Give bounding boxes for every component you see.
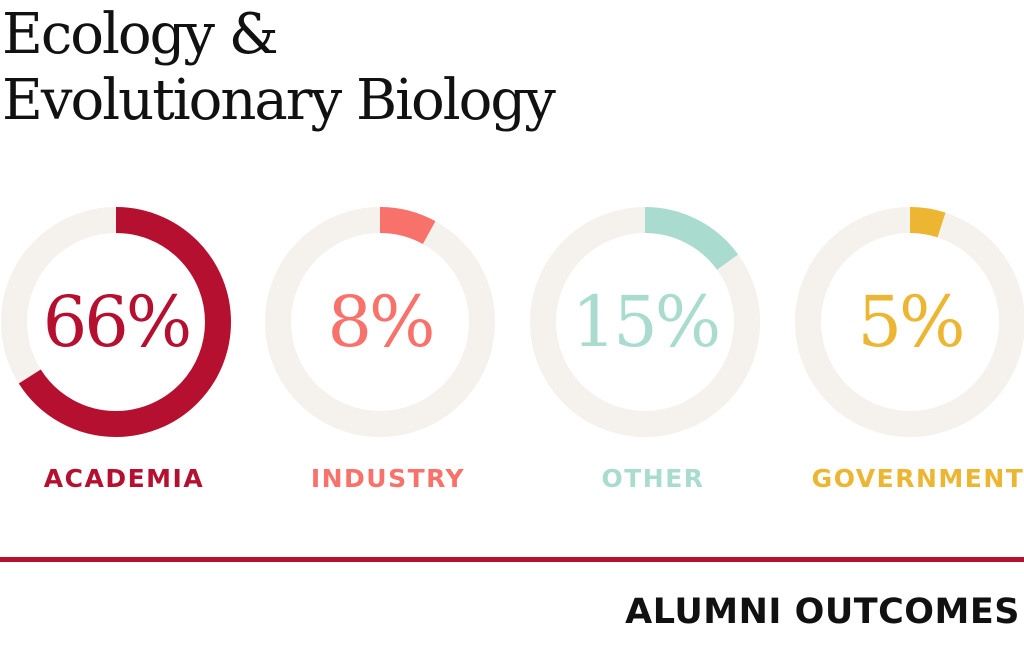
donut-arc-government <box>795 207 1024 437</box>
value-label-industry: 8% <box>327 281 432 363</box>
footer-label: ALUMNI OUTCOMES <box>625 592 1020 632</box>
value-label-other: 15% <box>572 281 719 363</box>
title-line-2: Evolutionary Biology <box>2 68 556 133</box>
divider-line <box>0 557 1024 562</box>
title-line-1: Ecology & <box>2 2 279 67</box>
category-label-government: GOVERNMENT <box>812 464 1024 493</box>
donut-other: 15% OTHER <box>530 207 760 493</box>
donut-arc-academia <box>1 207 231 437</box>
donut-government: 5% GOVERNMENT <box>795 207 1024 493</box>
value-label-academia: 66% <box>43 281 190 363</box>
category-label-academia: ACADEMIA <box>44 464 204 493</box>
page-title: Ecology & Evolutionary Biology <box>2 2 556 134</box>
category-label-industry: INDUSTRY <box>311 464 465 493</box>
category-label-other: OTHER <box>601 464 704 493</box>
donut-academia: 66% ACADEMIA <box>1 207 231 493</box>
donut-arc-industry <box>265 207 495 437</box>
value-label-government: 5% <box>857 281 962 363</box>
donut-arc-other <box>530 207 760 437</box>
donut-industry: 8% INDUSTRY <box>265 207 495 493</box>
